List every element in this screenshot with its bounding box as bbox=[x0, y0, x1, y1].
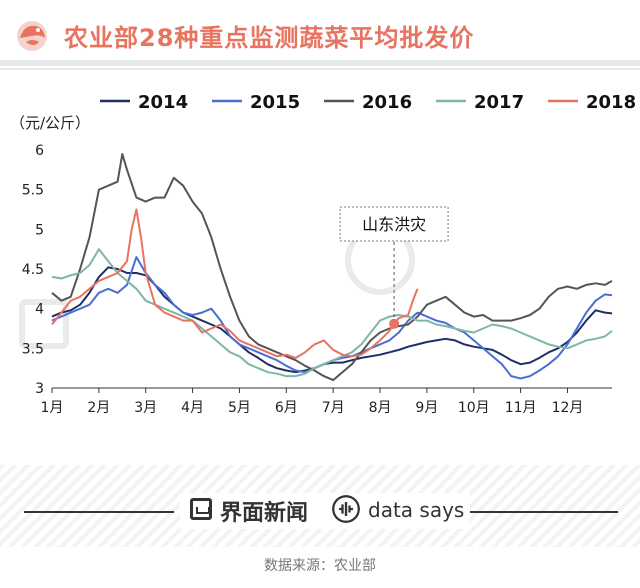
brand-data-says: data says bbox=[368, 498, 465, 522]
page-title: 农业部28种重点监测蔬菜平均批发价 bbox=[64, 24, 475, 52]
x-tick-label: 9月 bbox=[415, 400, 438, 416]
watermark bbox=[19, 225, 415, 349]
x-tick-label: 1月 bbox=[41, 400, 64, 416]
legend-item-2015: 2015 bbox=[212, 92, 300, 113]
footer-rule-right bbox=[470, 511, 618, 513]
legend-label: 2017 bbox=[474, 92, 524, 113]
chart-annotation: 山东洪灾 bbox=[339, 206, 449, 329]
x-tick-label: 12月 bbox=[552, 400, 584, 416]
series-line-2018 bbox=[51, 208, 419, 359]
footer: 界面新闻 data says 数据来源：农业部 bbox=[0, 465, 640, 588]
legend-label: 2018 bbox=[586, 92, 636, 113]
chart-legend: 2014 2015 2016 2017 2018 bbox=[100, 92, 636, 113]
y-tick-label: 4.5 bbox=[22, 262, 44, 278]
y-tick-label: 5.5 bbox=[22, 183, 44, 199]
x-axis: 1月 2月 3月 4月 5月 6月 7月 8月 9月 10月 11月 12月 bbox=[41, 387, 612, 416]
x-tick-label: 3月 bbox=[134, 400, 157, 416]
legend-item-2016: 2016 bbox=[324, 92, 412, 113]
x-tick-label: 2月 bbox=[87, 400, 110, 416]
x-tick-label: 11月 bbox=[505, 400, 537, 416]
series-line-2017 bbox=[51, 248, 613, 378]
y-tick-label: 3.5 bbox=[22, 341, 44, 357]
legend-item-2017: 2017 bbox=[436, 92, 524, 113]
brand-jiemian: 界面新闻 bbox=[220, 501, 309, 526]
jiemian-logo-icon bbox=[190, 498, 212, 520]
annotation-label: 山东洪灾 bbox=[362, 215, 426, 234]
x-tick-label: 6月 bbox=[275, 400, 298, 416]
annotation-box bbox=[339, 206, 449, 242]
header: 农业部28种重点监测蔬菜平均批发价 bbox=[0, 0, 640, 70]
y-tick-label: 6 bbox=[35, 143, 44, 159]
price-line-chart: 2014 2015 2016 2017 2018 （元/公斤） 3 3.5 4 4.5 5 5.5… bbox=[10, 92, 636, 416]
footer-rule-left bbox=[24, 511, 174, 513]
legend-item-2018: 2018 bbox=[548, 92, 636, 113]
legend-label: 2016 bbox=[362, 92, 412, 113]
x-tick-label: 5月 bbox=[228, 400, 251, 416]
vegetable-logo-icon bbox=[17, 21, 47, 51]
data-says-logo-icon bbox=[332, 495, 360, 523]
x-tick-label: 10月 bbox=[458, 400, 490, 416]
series-line-2014 bbox=[51, 266, 613, 374]
data-source: 数据来源：农业部 bbox=[264, 558, 376, 574]
chart-series bbox=[51, 153, 613, 382]
x-tick-label: 8月 bbox=[369, 400, 392, 416]
legend-label: 2015 bbox=[250, 92, 300, 113]
series-line-2016 bbox=[51, 153, 613, 382]
x-tick-label: 4月 bbox=[181, 400, 204, 416]
header-divider bbox=[0, 60, 640, 66]
y-tick-label: 5 bbox=[35, 222, 44, 238]
header-divider-thin bbox=[0, 68, 640, 70]
legend-label: 2014 bbox=[138, 92, 188, 113]
annotation-marker bbox=[389, 318, 400, 329]
x-tick-label: 7月 bbox=[322, 400, 345, 416]
brand-box bbox=[180, 493, 470, 529]
y-tick-label: 4 bbox=[35, 302, 44, 318]
y-axis-label: （元/公斤） bbox=[10, 114, 90, 132]
legend-item-2014: 2014 bbox=[100, 92, 188, 113]
y-tick-label: 3 bbox=[35, 381, 44, 397]
y-axis-ticks: 3 3.5 4 4.5 5 5.5 6 bbox=[22, 143, 44, 397]
